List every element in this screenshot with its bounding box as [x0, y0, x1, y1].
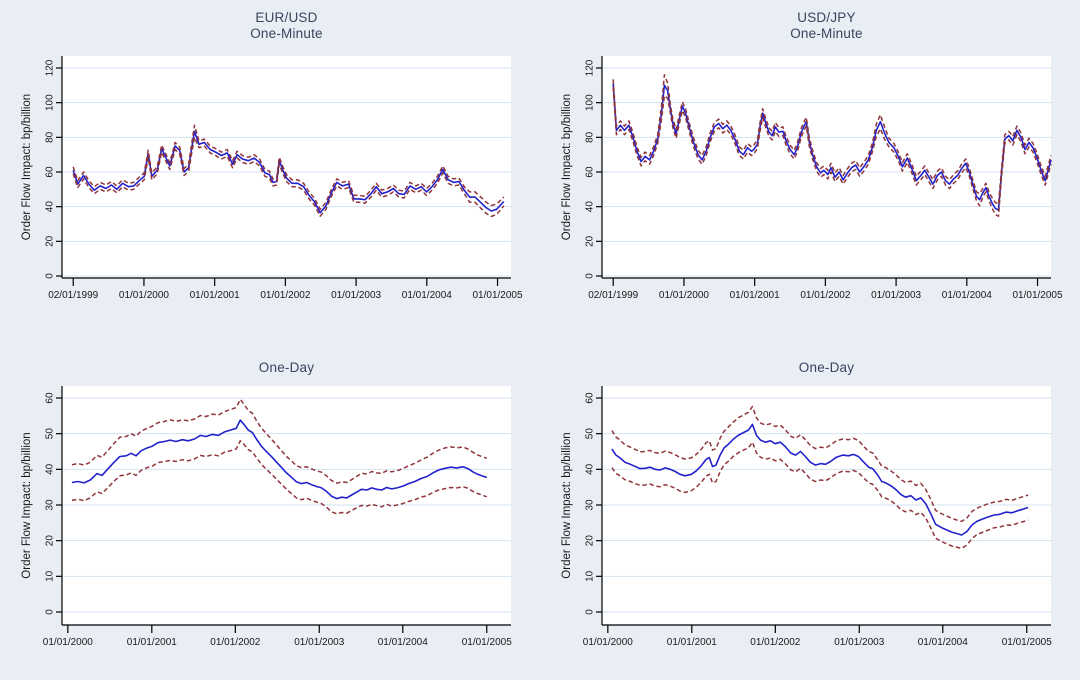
- y-axis-title: Order Flow Impact: bp/billion: [21, 94, 33, 240]
- panel-title: EUR/USD One-Minute: [62, 10, 511, 42]
- plot-usd-jpy-one-day: 0 10 20 30 40 50 60 01/01/2000 01/01/2001 01/01/2…: [561, 386, 1052, 648]
- estimate-line: [611, 423, 1029, 536]
- y-tick-label-60: 60: [45, 392, 56, 404]
- y-tick-label-40: 40: [585, 463, 596, 475]
- x-tick-label: 02/01/1999: [588, 290, 638, 301]
- y-tick-label-50: 50: [45, 428, 56, 440]
- ci-lower-line: [611, 441, 1029, 550]
- y-tick-label-100: 100: [45, 94, 56, 111]
- y-tick-label-120: 120: [45, 59, 56, 76]
- x-tick-label: 01/01/2002: [260, 290, 310, 301]
- panel-title: One-Day: [602, 360, 1051, 376]
- panel-eur-usd-one-minute: EUR/USD One-Minute 0 20 40 60 80 100 120 02/01/…: [0, 0, 540, 340]
- plot-eur-usd-one-day: 0 10 20 30 40 50 60 01/01/2000 01/01/2001 01/01/2…: [21, 386, 512, 648]
- y-tick-label-40: 40: [45, 201, 56, 213]
- y-tick-label-80: 80: [45, 131, 56, 143]
- panel-subtitle-line: One-Minute: [790, 26, 863, 41]
- x-tick-label: 01/01/2003: [294, 637, 344, 648]
- x-tick-label: 01/01/2004: [378, 637, 428, 648]
- plot-eur-usd-one-minute: 0 20 40 60 80 100 120 02/01/1999 01/01/2000 01/01…: [21, 56, 523, 301]
- ci-upper-line: [612, 74, 1052, 205]
- x-tick-label: 01/01/2004: [402, 290, 452, 301]
- x-tick-label: 01/01/2003: [834, 637, 884, 648]
- x-tick-label: 01/01/2005: [1012, 290, 1062, 301]
- y-axis-title: Order Flow Impact: bp/billion: [561, 94, 573, 240]
- x-tick-label: 01/01/2001: [190, 290, 240, 301]
- panel-subtitle-line: One-Minute: [250, 26, 323, 41]
- x-tick-label: 01/01/2002: [210, 637, 260, 648]
- x-tick-label: 01/01/2002: [800, 290, 850, 301]
- x-tick-label: 01/01/2002: [750, 637, 800, 648]
- x-tick-label: 02/01/1999: [48, 290, 98, 301]
- x-tick-label: 01/01/2000: [119, 290, 169, 301]
- ci-upper-line: [71, 398, 488, 484]
- panel-title-line: USD/JPY: [797, 10, 856, 25]
- y-tick-label-20: 20: [585, 535, 596, 547]
- y-tick-label-0: 0: [585, 609, 596, 615]
- x-tick-label: 01/01/2004: [942, 290, 992, 301]
- panel-usd-jpy-one-minute: USD/JPY One-Minute 0 20 40 60 80 100 120 02/01/…: [540, 0, 1080, 340]
- estimate-line: [612, 83, 1052, 211]
- y-tick-label-40: 40: [585, 201, 596, 213]
- panel-title-line: One-Day: [258, 360, 315, 375]
- y-tick-label-80: 80: [585, 131, 596, 143]
- y-axis-title: Order Flow Impact: bp/billion: [21, 432, 33, 578]
- y-tick-label-30: 30: [585, 499, 596, 511]
- panel-usd-jpy-one-day: One-Day 0 10 20 30 40 50 60 01/01/2000 01/01/200…: [540, 340, 1080, 680]
- panel-title-line: One-Day: [798, 360, 855, 375]
- ci-lower-line: [71, 440, 488, 515]
- x-tick-label: 01/01/2005: [472, 290, 522, 301]
- x-tick-label: 01/01/2003: [871, 290, 921, 301]
- ci-lower-line: [72, 136, 505, 218]
- plot-background: [602, 56, 1051, 278]
- x-tick-label: 01/01/2001: [127, 637, 177, 648]
- y-axis-title: Order Flow Impact: bp/billion: [561, 432, 573, 578]
- y-tick-label-20: 20: [45, 535, 56, 547]
- x-tick-label: 01/01/2004: [918, 637, 968, 648]
- x-tick-label: 01/01/2001: [730, 290, 780, 301]
- y-tick-label-100: 100: [585, 94, 596, 111]
- y-tick-label-50: 50: [585, 428, 596, 440]
- y-tick-label-60: 60: [585, 392, 596, 404]
- x-tick-label: 01/01/2003: [331, 290, 381, 301]
- panel-title: One-Day: [62, 360, 511, 376]
- ci-lower-line: [612, 87, 1052, 217]
- y-tick-label-0: 0: [45, 609, 56, 615]
- y-tick-label-20: 20: [585, 235, 596, 247]
- x-tick-label: 01/01/2001: [667, 637, 717, 648]
- y-tick-label-60: 60: [585, 166, 596, 178]
- panel-eur-usd-one-day: One-Day 0 10 20 30 40 50 60 01/01/2000 01/01/200…: [0, 340, 540, 680]
- y-tick-label-30: 30: [45, 499, 56, 511]
- x-tick-label: 01/01/2005: [1002, 637, 1052, 648]
- panel-title: USD/JPY One-Minute: [602, 10, 1051, 42]
- y-tick-label-10: 10: [585, 570, 596, 582]
- y-tick-label-0: 0: [585, 273, 596, 279]
- x-tick-label: 01/01/2000: [43, 637, 93, 648]
- y-tick-label-120: 120: [585, 59, 596, 76]
- y-tick-label-40: 40: [45, 463, 56, 475]
- x-tick-label: 01/01/2005: [462, 637, 512, 648]
- y-tick-label-20: 20: [45, 235, 56, 247]
- x-tick-label: 01/01/2000: [659, 290, 709, 301]
- estimate-line: [71, 419, 488, 500]
- plot-usd-jpy-one-minute: 0 20 40 60 80 100 120 02/01/1999 01/01/2000 01/01…: [561, 56, 1063, 301]
- x-tick-label: 01/01/2000: [583, 637, 633, 648]
- y-tick-label-0: 0: [45, 273, 56, 279]
- ci-upper-line: [72, 124, 505, 211]
- panel-title-line: EUR/USD: [255, 10, 318, 25]
- y-tick-label-10: 10: [45, 570, 56, 582]
- y-tick-label-60: 60: [45, 166, 56, 178]
